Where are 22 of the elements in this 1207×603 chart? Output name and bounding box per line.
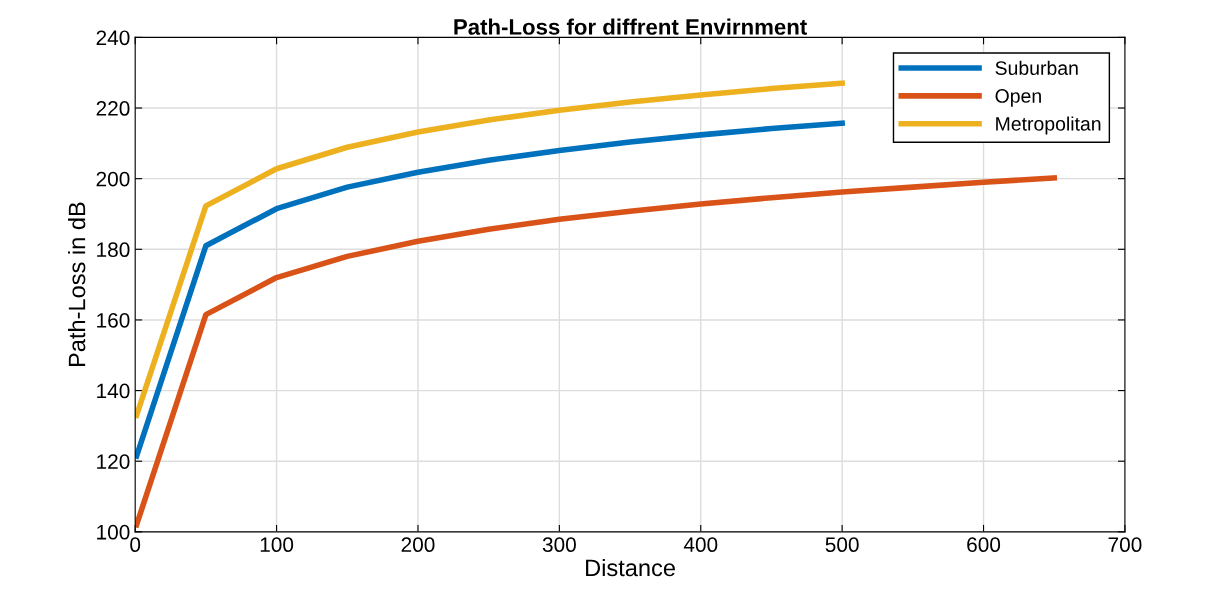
y-tick-label: 200 [96, 171, 130, 187]
y-tick-label: 140 [97, 383, 130, 399]
y-tick-label: 220 [96, 101, 130, 116]
chart-title: Path-Loss for diffrent Envirnment [454, 18, 807, 35]
y-tick-label: 180 [97, 242, 130, 258]
x-tick-label: 0 [130, 537, 141, 553]
y-tick-label: 160 [97, 312, 130, 328]
y-axis-title: Path-Loss in dB [68, 202, 86, 367]
legend-label: Open [995, 89, 1041, 107]
y-tick-label: 120 [97, 454, 130, 469]
x-tick-label: 500 [825, 537, 859, 553]
legend-label: Metropolitan [996, 116, 1101, 135]
legend-label: Suburban [995, 60, 1078, 75]
x-tick-label: 400 [683, 537, 718, 553]
x-axis-title: Distance [586, 558, 675, 577]
x-tick-label: 700 [1108, 537, 1142, 553]
x-tick-label: 100 [260, 537, 294, 553]
y-tick-label: 240 [96, 30, 130, 46]
x-tick-label: 300 [542, 537, 576, 553]
y-tick-label: 100 [97, 524, 130, 540]
x-tick-label: 600 [967, 537, 1001, 553]
x-tick-label: 200 [401, 537, 435, 553]
